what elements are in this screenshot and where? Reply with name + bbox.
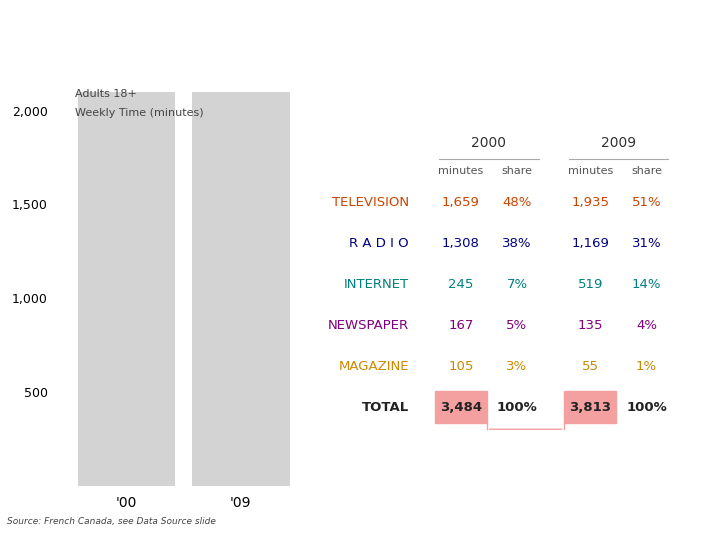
Text: Weekly Time (minutes): Weekly Time (minutes)	[75, 108, 204, 118]
Text: NEWSPAPER: NEWSPAPER	[328, 319, 409, 332]
Text: 167: 167	[448, 319, 474, 332]
Text: 105: 105	[448, 360, 474, 373]
Text: 14%: 14%	[632, 278, 661, 291]
Text: 100%: 100%	[626, 401, 667, 414]
Text: 1,659: 1,659	[442, 195, 480, 208]
Text: 2009: 2009	[601, 136, 636, 150]
Text: 51%: 51%	[631, 195, 662, 208]
Text: 3%: 3%	[506, 360, 528, 373]
Text: 1,935: 1,935	[572, 195, 609, 208]
FancyBboxPatch shape	[435, 391, 487, 423]
Text: 5%: 5%	[506, 319, 528, 332]
Text: 2000: 2000	[472, 136, 506, 150]
FancyBboxPatch shape	[564, 391, 616, 423]
Text: 48%: 48%	[503, 195, 531, 208]
Text: Source: French Canada, see Data Source slide: Source: French Canada, see Data Source s…	[7, 517, 216, 525]
Bar	[78, 0, 175, 486]
Text: 100%: 100%	[497, 401, 537, 414]
Text: 1,169: 1,169	[572, 237, 609, 249]
Text: 3,813: 3,813	[570, 401, 611, 414]
Text: MAGAZINE: MAGAZINE	[338, 360, 409, 373]
Text: Adults 18+: Adults 18+	[75, 89, 137, 99]
Text: TELEVISION: TELEVISION	[332, 195, 409, 208]
Text: 135: 135	[577, 319, 603, 332]
Text: Total Time Spent With Media Grew By 9%: Total Time Spent With Media Grew By 9%	[14, 21, 598, 44]
Text: TOTAL: TOTAL	[361, 401, 409, 414]
Text: 38%: 38%	[503, 237, 531, 249]
Text: R A D I O: R A D I O	[349, 237, 409, 249]
Text: minutes: minutes	[568, 166, 613, 176]
Text: minutes: minutes	[438, 166, 483, 176]
Text: 3,484: 3,484	[440, 401, 482, 414]
Text: 1%: 1%	[636, 360, 657, 373]
Text: share: share	[631, 166, 662, 176]
Text: 7%: 7%	[506, 278, 528, 291]
Text: 31%: 31%	[631, 237, 662, 249]
Bar	[192, 0, 289, 486]
Text: 4%: 4%	[636, 319, 657, 332]
Text: 519: 519	[577, 278, 603, 291]
Text: 245: 245	[448, 278, 474, 291]
Text: 55: 55	[582, 360, 599, 373]
Text: share: share	[501, 166, 533, 176]
Text: 1,308: 1,308	[442, 237, 480, 249]
Text: INTERNET: INTERNET	[344, 278, 409, 291]
